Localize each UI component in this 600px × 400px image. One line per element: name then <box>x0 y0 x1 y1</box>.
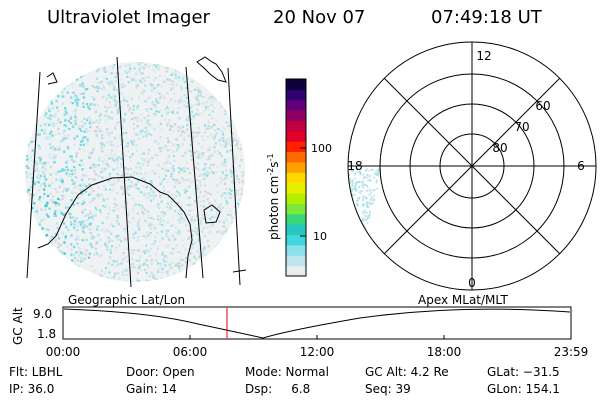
uv-image-disk <box>25 62 245 282</box>
glon-label: GLon: 154.1 <box>487 382 560 396</box>
polar-plot: 12 0 18 6 60 70 80 <box>347 41 597 291</box>
x-tick-1800: 18:00 <box>427 345 462 359</box>
colorbar: 100 10 photon cm-2s-1 <box>266 78 332 277</box>
timeline-frame <box>62 306 572 340</box>
glat-label: GLat: −31.5 <box>487 365 560 379</box>
gc-alt-curve <box>63 308 571 339</box>
info-panel: Flt: LBHL IP: 36.0 Door: Open Gain: 14 M… <box>9 365 560 396</box>
time-label: 07:49:18 UT <box>431 7 542 28</box>
ip-label: IP: 36.0 <box>9 382 54 396</box>
mlt-label-12: 12 <box>476 49 491 63</box>
x-tick-2359: 23:59 <box>554 345 589 359</box>
timeline-panel: Geographic Lat/Lon Apex MLat/MLT GC Alt … <box>11 293 588 359</box>
filter-label: Flt: LBHL <box>9 365 63 379</box>
x-tick-0000: 00:00 <box>46 345 81 359</box>
date-label: 20 Nov 07 <box>273 7 366 28</box>
instrument-title: Ultraviolet Imager <box>47 7 210 28</box>
timeline-yaxis-title: GC Alt <box>11 307 25 345</box>
colorbar-tick-10: 10 <box>313 230 327 243</box>
mlt-label-18: 18 <box>347 159 362 173</box>
mlat-label-80: 80 <box>492 141 507 155</box>
y-tick-1.8: 1.8 <box>37 327 56 341</box>
mlt-label-0: 0 <box>468 276 476 290</box>
geographic-overlay-lines <box>26 56 247 288</box>
x-tick-0600: 06:00 <box>173 345 208 359</box>
mlat-label-60: 60 <box>535 99 550 113</box>
timeline-right-label: Apex MLat/MLT <box>418 293 508 307</box>
mlt-label-6: 6 <box>577 159 585 173</box>
colorbar-unit-label: photon cm-2s-1 <box>266 153 281 240</box>
gain-label: Gain: 14 <box>126 382 177 396</box>
colorbar-tick-100: 100 <box>311 142 332 155</box>
seq-label: Seq: 39 <box>365 382 411 396</box>
svg-text:photon cm-2s-1: photon cm-2s-1 <box>266 153 281 240</box>
door-label: Door: Open <box>126 365 195 379</box>
gc-alt-label: GC Alt: 4.2 Re <box>365 365 449 379</box>
mode-label: Mode: Normal <box>245 365 329 379</box>
timeline-left-label: Geographic Lat/Lon <box>68 293 185 307</box>
x-tick-1200: 12:00 <box>300 345 335 359</box>
polar-grid <box>347 41 597 291</box>
mlat-label-70: 70 <box>514 120 529 134</box>
y-tick-9: 9.0 <box>33 307 52 321</box>
dsp-label: Dsp: 6.8 <box>245 382 310 396</box>
